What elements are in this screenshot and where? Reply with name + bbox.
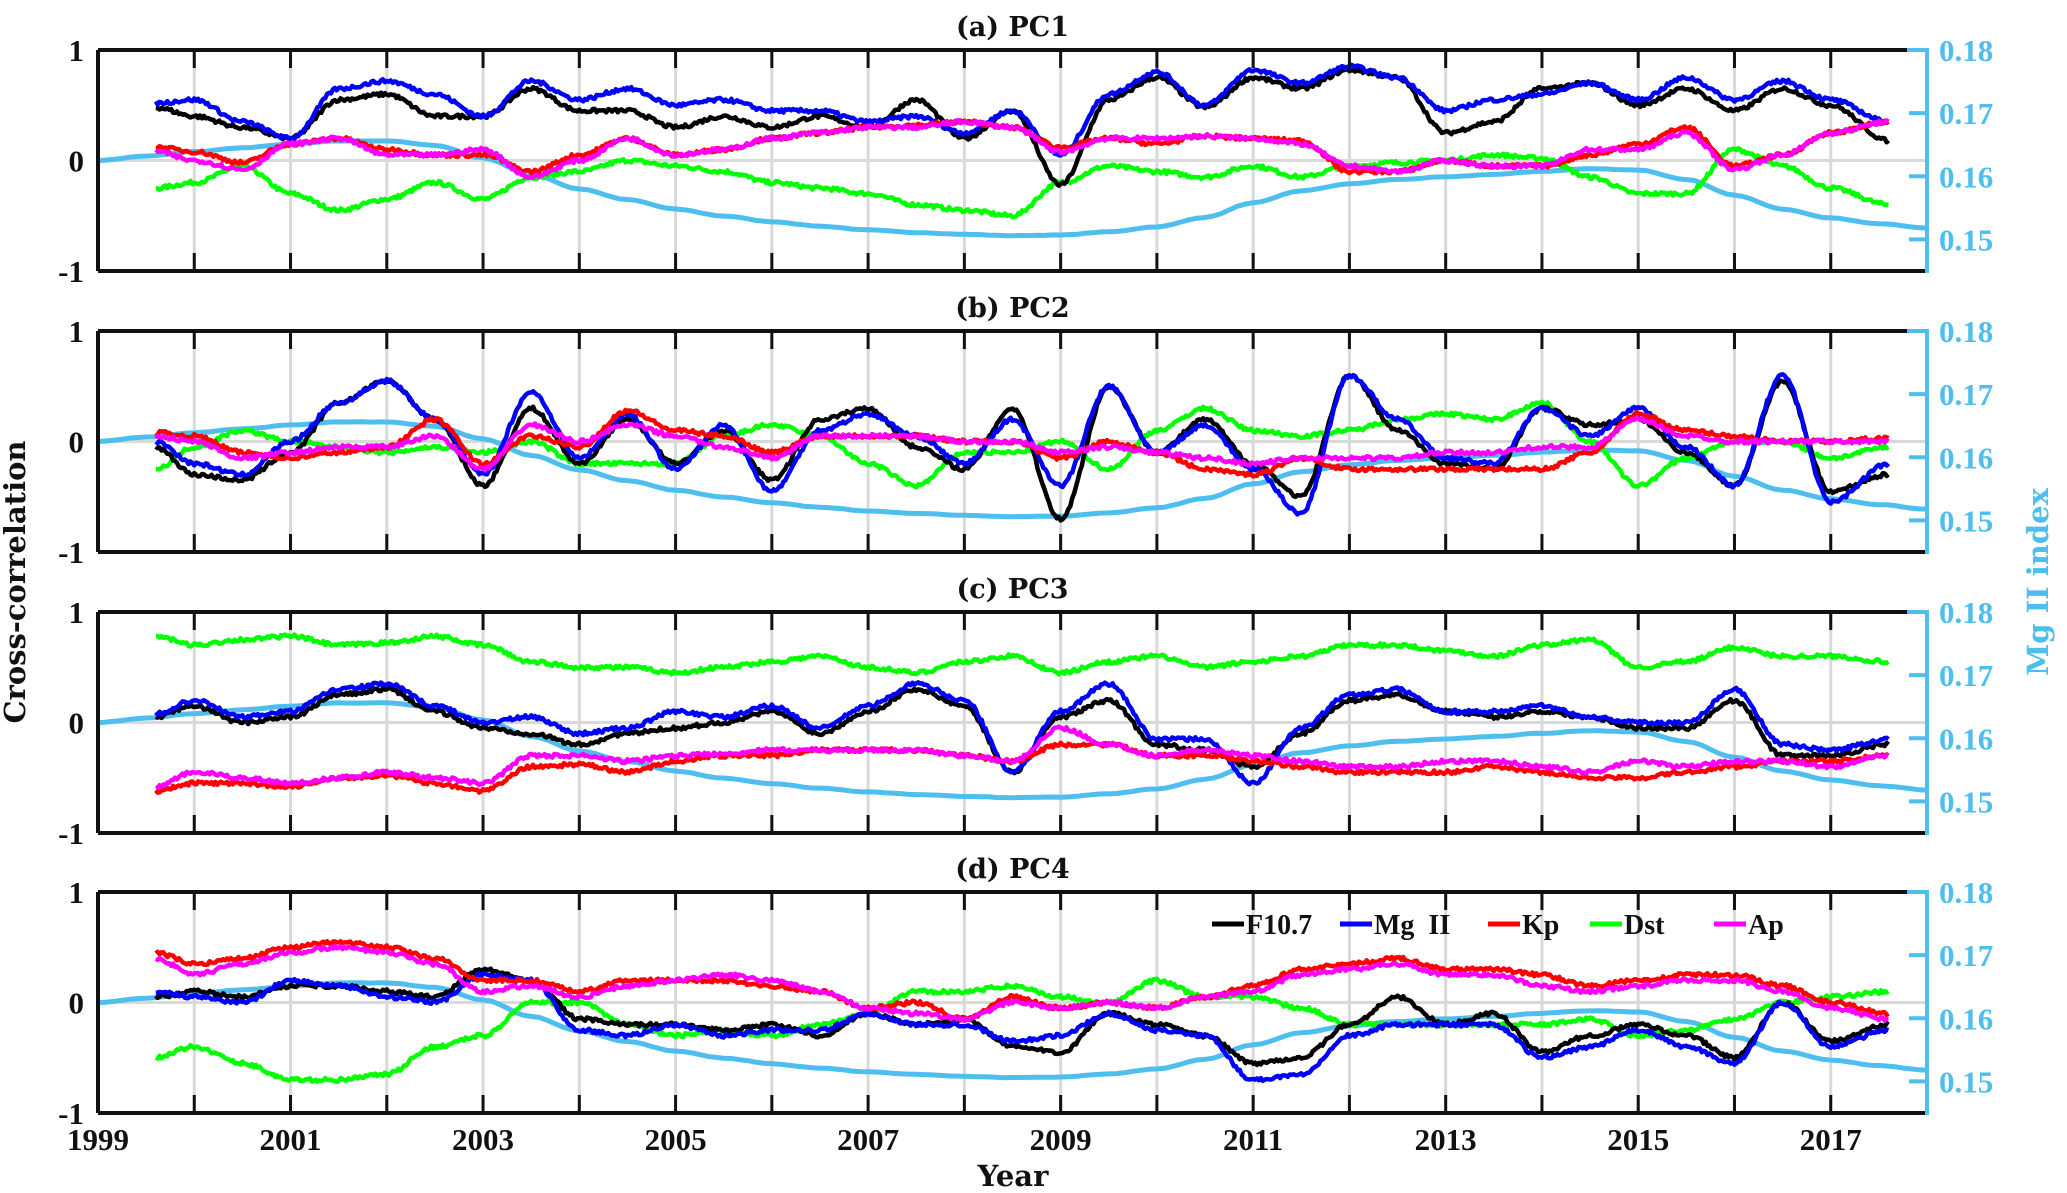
- panel-4: (d) PC4 1 0 -1 0.18 0.17 0.16 0.15 1999 2001 2003 2…: [58, 854, 1993, 1157]
- y-axis-label-right: Mg II index: [2021, 487, 2055, 676]
- x-tick-label: 2009: [1030, 1122, 1092, 1157]
- panel-3: (c) PC3 1 0 -1 0.18 0.17 0.16 0.15: [58, 574, 1993, 851]
- x-tick-label: 2001: [260, 1122, 322, 1157]
- y-tick-label-left: -1: [58, 535, 84, 570]
- legend-label: Mg II: [1374, 910, 1450, 941]
- series-mgii-index-line: [97, 138, 1928, 239]
- panel-2: (b) PC2 1 0 -1 0.18 0.17 0.16 0.15: [58, 293, 1993, 570]
- y-tick-label-right: 0.17: [1939, 377, 1993, 412]
- y-tick-label-left: 0: [69, 706, 85, 741]
- y-tick-label-left: -1: [58, 254, 84, 289]
- series-line-kp: [154, 938, 1890, 1023]
- legend-label: Dst: [1624, 910, 1665, 941]
- y-tick-label-right: 0.15: [1939, 784, 1993, 819]
- y-tick-label-right: 0.16: [1939, 159, 1993, 194]
- y-tick-label-left: 0: [69, 986, 85, 1021]
- legend-item: Ap: [1714, 910, 1784, 941]
- y-tick-label-right: 0.17: [1939, 96, 1993, 131]
- y-tick-label-right: 0.15: [1939, 222, 1993, 257]
- x-tick-label: 2007: [837, 1122, 899, 1157]
- legend-item: Mg II: [1340, 910, 1450, 941]
- y-tick-label-left: -1: [58, 1096, 84, 1131]
- y-tick-label-left: 1: [69, 875, 85, 910]
- legend-item: F10.7: [1212, 910, 1312, 941]
- series-line-ap: [154, 117, 1890, 180]
- series-line-f107: [154, 966, 1890, 1068]
- series-line-ap: [155, 724, 1890, 791]
- x-tick-label: 1999: [67, 1122, 129, 1157]
- y-tick-label-right: 0.18: [1939, 875, 1993, 910]
- panel-title: (c) PC3: [957, 574, 1069, 605]
- y-tick-label-right: 0.18: [1939, 595, 1993, 630]
- y-tick-label-left: 0: [69, 425, 85, 460]
- y-tick-label-left: -1: [58, 816, 84, 851]
- x-tick-label: 2013: [1415, 1122, 1477, 1157]
- series-line-dst: [154, 976, 1890, 1085]
- x-axis-label: Year: [977, 1159, 1049, 1193]
- y-tick-label-right: 0.17: [1939, 658, 1993, 693]
- y-tick-label-right: 0.16: [1939, 721, 1993, 756]
- series-line-dst: [155, 632, 1890, 677]
- series-line-mgii: [155, 971, 1890, 1084]
- x-tick-label: 2011: [1223, 1122, 1283, 1157]
- y-tick-label-left: 1: [69, 33, 85, 68]
- panel-title: (b) PC2: [955, 293, 1069, 324]
- legend: F10.7 Mg II Kp Dst Ap: [1212, 910, 1784, 941]
- series-line-ap: [154, 943, 1889, 1024]
- panel-title: (d) PC4: [955, 854, 1069, 885]
- legend-label: Kp: [1522, 910, 1559, 941]
- panels: (a) PC1 1 0 -1 0.18 0.17 0.16 0.15 (b) PC2 1 0 -1 0.…: [58, 12, 1993, 1157]
- x-tick-label: 2017: [1800, 1122, 1862, 1157]
- y-tick-label-right: 0.18: [1939, 314, 1993, 349]
- y-tick-label-left: 0: [69, 144, 85, 179]
- x-tick-label: 2005: [645, 1122, 707, 1157]
- legend-item: Dst: [1590, 910, 1665, 941]
- series-mgii-index-line: [97, 419, 1928, 520]
- y-axis-label-left: Cross-correlation: [0, 440, 32, 723]
- series-line-mgii: [153, 62, 1890, 158]
- series-line-mgii: [154, 680, 1890, 787]
- series-line-dst: [155, 145, 1889, 220]
- y-tick-label-left: 1: [69, 314, 85, 349]
- y-tick-label-right: 0.16: [1939, 1001, 1993, 1036]
- y-tick-label-right: 0.16: [1939, 440, 1993, 475]
- y-tick-label-right: 0.15: [1939, 1064, 1993, 1099]
- y-tick-label-left: 1: [69, 595, 85, 630]
- legend-label: Ap: [1748, 910, 1784, 941]
- y-tick-label-right: 0.18: [1939, 33, 1993, 68]
- panel-1: (a) PC1 1 0 -1 0.18 0.17 0.16 0.15: [58, 12, 1993, 289]
- x-tick-label: 2003: [452, 1122, 514, 1157]
- y-tick-label-right: 0.17: [1939, 938, 1993, 973]
- x-tick-label: 2015: [1607, 1122, 1669, 1157]
- series-line-ap: [154, 415, 1890, 473]
- legend-label: F10.7: [1246, 910, 1312, 941]
- y-tick-label-right: 0.15: [1939, 503, 1993, 538]
- panel-title: (a) PC1: [956, 12, 1069, 43]
- legend-item: Kp: [1488, 910, 1559, 941]
- series-mgii-index-line: [97, 700, 1928, 801]
- series-mgii-index-line: [97, 980, 1928, 1081]
